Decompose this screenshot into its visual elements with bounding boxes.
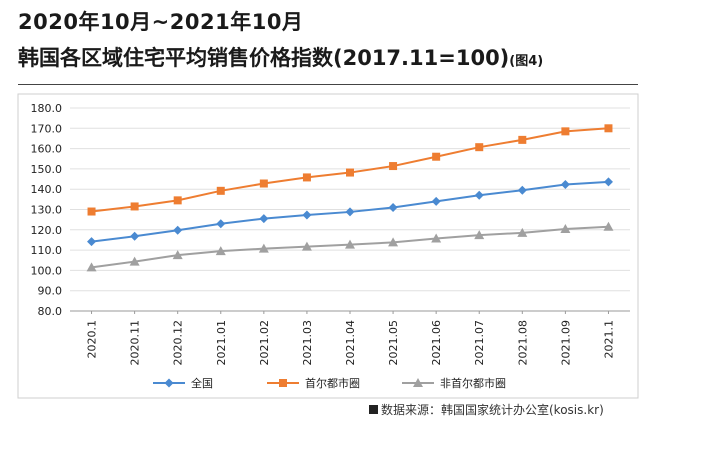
data-point (560, 223, 571, 233)
series-lines (86, 124, 614, 272)
data-point (302, 173, 311, 182)
data-point (346, 168, 354, 177)
x-tick-label: 2021.06 (430, 320, 443, 366)
data-source-note: 数据来源：韩国国家统计办公室(kosis.kr) (369, 401, 604, 418)
data-point (388, 202, 398, 212)
x-axis-ticks: 2020.1 2020.11 2020.12 2021.01 2021.02 2021.0… (86, 311, 615, 366)
data-point (172, 250, 183, 260)
data-point (603, 221, 614, 231)
chart-title-main: 韩国各区域住宅平均销售价格指数(2017.11=100) (18, 46, 510, 70)
y-tick-label: 100.0 (31, 264, 63, 277)
x-tick-label: 2020.1 (86, 320, 99, 359)
data-point (345, 239, 355, 249)
data-point (560, 180, 570, 190)
x-tick-label: 2021.03 (301, 320, 314, 366)
source-bullet-icon (369, 405, 378, 414)
data-point (345, 207, 355, 217)
data-point (389, 162, 398, 171)
x-tick-label: 2020.11 (129, 320, 142, 366)
x-tick-label: 2021.05 (387, 320, 400, 366)
y-tick-label: 80.0 (38, 305, 63, 318)
legend-item: 首尔都市圈 (267, 376, 360, 390)
legend-label: 非首尔都市圈 (440, 376, 506, 390)
legend-marker (279, 379, 287, 387)
legend-item: 非首尔都市圈 (402, 376, 506, 390)
data-point (216, 219, 226, 229)
y-tick-label: 180.0 (31, 102, 63, 115)
legend: 全国 首尔都市圈 非首尔都市圈 (153, 376, 506, 390)
data-point (388, 237, 399, 247)
y-axis-ticks: 180.0 170.0 160.0 150.0 140.0 130.0 120.0 110.0… (31, 102, 63, 318)
data-point (173, 196, 182, 205)
x-tick-label: 2021.08 (516, 320, 529, 366)
figure-number: (图4) (509, 54, 544, 69)
series-2 (86, 221, 614, 272)
data-point (517, 227, 528, 237)
legend-label: 全国 (191, 376, 213, 390)
data-point (86, 262, 97, 272)
data-point (301, 241, 312, 251)
data-point (259, 179, 268, 188)
data-source-text: 数据来源：韩国国家统计办公室(kosis.kr) (381, 403, 604, 417)
x-tick-label: 2021.04 (344, 320, 357, 366)
legend-marker (413, 378, 423, 387)
data-point (431, 196, 441, 206)
chart-frame (17, 93, 639, 399)
data-point (561, 127, 570, 136)
data-point (259, 214, 269, 224)
y-tick-label: 130.0 (31, 204, 63, 217)
data-point (603, 177, 613, 187)
y-tick-label: 140.0 (31, 183, 63, 196)
data-point (87, 207, 96, 216)
series-0 (87, 177, 613, 247)
data-point (432, 152, 441, 161)
data-point (173, 225, 183, 235)
y-tick-label: 150.0 (31, 163, 63, 176)
data-point (258, 243, 269, 253)
x-tick-label: 2021.02 (258, 320, 271, 366)
data-point (302, 210, 312, 220)
y-tick-label: 120.0 (31, 224, 63, 237)
y-tick-label: 110.0 (31, 244, 63, 257)
y-tick-label: 170.0 (31, 122, 63, 135)
data-point (216, 186, 225, 195)
series-1 (87, 124, 613, 216)
data-point (87, 237, 97, 247)
legend-label: 首尔都市圈 (305, 376, 360, 390)
x-tick-label: 2021.07 (473, 320, 486, 366)
data-point (604, 124, 613, 133)
data-point (215, 246, 226, 256)
data-point (129, 256, 140, 266)
chart-title-line1: 2020年10月~2021年10月 (18, 10, 304, 34)
data-point (518, 135, 527, 144)
x-tick-label: 2020.12 (172, 320, 185, 366)
y-tick-label: 90.0 (38, 285, 63, 298)
x-tick-label: 2021.1 (602, 320, 615, 359)
data-point (474, 190, 484, 200)
chart-title-line2: 韩国各区域住宅平均销售价格指数(2017.11=100)(图4) (18, 42, 543, 72)
legend-item: 全国 (153, 376, 213, 390)
legend-marker (164, 378, 174, 388)
y-tick-label: 160.0 (31, 143, 63, 156)
data-point (475, 143, 484, 152)
data-point (130, 202, 139, 211)
x-tick-label: 2021.01 (215, 320, 228, 366)
data-point (431, 233, 442, 243)
x-tick-label: 2021.09 (559, 320, 572, 366)
data-point (130, 231, 140, 241)
data-point (474, 230, 485, 240)
title-divider (18, 84, 638, 85)
data-point (517, 185, 527, 195)
